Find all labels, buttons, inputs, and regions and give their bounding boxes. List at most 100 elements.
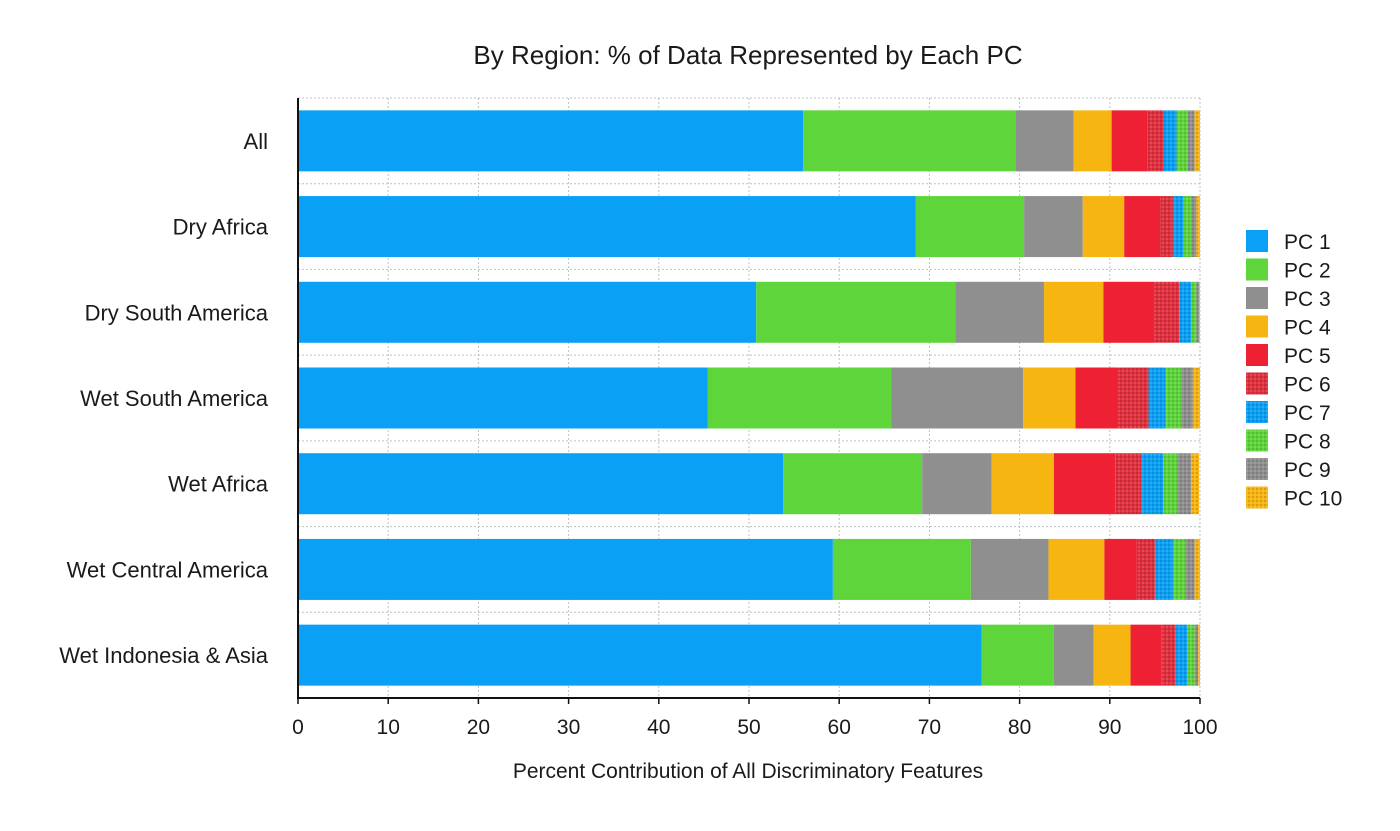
- bar-dry-africa-pc-3: [1024, 196, 1083, 257]
- legend-item-pc-8: PC 8: [1246, 430, 1331, 454]
- bar-dry-south-america-pc-8: [1191, 282, 1196, 343]
- bar-all-pc-5: [1112, 110, 1148, 171]
- bar-dry-africa-pc-6: [1160, 196, 1173, 257]
- category-label-dry-africa: Dry Africa: [173, 215, 269, 240]
- bar-wet-africa-pc-8: [1163, 453, 1177, 514]
- bar-wet-central-america-pc-8: [1173, 539, 1186, 600]
- x-tick-label-70: 70: [918, 716, 941, 739]
- category-label-dry-south-america: Dry South America: [85, 300, 269, 325]
- legend-item-pc-9: PC 9: [1246, 458, 1331, 482]
- bar-wet-africa-pc-7: [1141, 453, 1163, 514]
- bar-wet-africa-pc-5: [1054, 453, 1115, 514]
- bar-wet-south-america-pc-4: [1023, 368, 1075, 429]
- x-tick-label-30: 30: [557, 716, 580, 739]
- bar-all-pc-4: [1074, 110, 1112, 171]
- bar-wet-central-america-pc-7: [1155, 539, 1173, 600]
- bar-wet-indonesia-and-asia-pc-2: [982, 625, 1054, 686]
- legend-swatch-pc-7: [1246, 401, 1268, 423]
- bar-wet-africa-pc-9: [1177, 453, 1191, 514]
- bar-wet-indonesia-and-asia-pc-10: [1198, 625, 1200, 686]
- legend-item-pc-3: PC 3: [1246, 287, 1331, 311]
- legend-item-pc-2: PC 2: [1246, 259, 1331, 283]
- legend-swatch-pc-10: [1246, 487, 1268, 509]
- legend-item-pc-6: PC 6: [1246, 373, 1331, 397]
- legend-label-pc-9: PC 9: [1284, 459, 1331, 482]
- category-label-wet-indonesia-and-asia: Wet Indonesia & Asia: [59, 643, 268, 668]
- bar-dry-south-america-pc-5: [1103, 282, 1154, 343]
- legend-label-pc-5: PC 5: [1284, 345, 1331, 368]
- legend-item-pc-7: PC 7: [1246, 401, 1331, 425]
- bar-wet-africa-pc-1: [298, 453, 783, 514]
- legend-label-pc-3: PC 3: [1284, 288, 1331, 311]
- bar-dry-africa-pc-7: [1173, 196, 1184, 257]
- legend-swatch-pc-2: [1246, 259, 1268, 281]
- bar-dry-south-america-pc-7: [1179, 282, 1191, 343]
- legend-swatch-pc-5: [1246, 344, 1268, 366]
- bar-row-dry-africa: [298, 196, 1200, 257]
- legend-item-pc-5: PC 5: [1246, 344, 1331, 368]
- legend-label-pc-7: PC 7: [1284, 402, 1331, 425]
- bar-wet-indonesia-and-asia-pc-7: [1176, 625, 1188, 686]
- bar-wet-indonesia-and-asia-pc-5: [1131, 625, 1162, 686]
- bar-all-pc-2: [803, 110, 1016, 171]
- legend-label-pc-6: PC 6: [1284, 374, 1331, 397]
- bar-dry-south-america-pc-9: [1196, 282, 1199, 343]
- bar-wet-central-america-pc-3: [971, 539, 1049, 600]
- bar-dry-south-america-pc-4: [1044, 282, 1104, 343]
- bar-wet-south-america-pc-1: [298, 368, 708, 429]
- bar-all-pc-10: [1195, 110, 1200, 171]
- legend-swatch-pc-1: [1246, 230, 1268, 252]
- bar-dry-africa-pc-9: [1191, 196, 1196, 257]
- bar-all-pc-8: [1177, 110, 1188, 171]
- bar-dry-south-america-pc-3: [956, 282, 1044, 343]
- bar-wet-south-america-pc-2: [708, 368, 892, 429]
- category-label-wet-africa: Wet Africa: [168, 472, 269, 497]
- bar-row-dry-south-america: [298, 282, 1200, 343]
- bar-dry-africa-pc-1: [298, 196, 916, 257]
- bar-dry-africa-pc-10: [1196, 196, 1200, 257]
- legend-label-pc-8: PC 8: [1284, 431, 1331, 454]
- legend-swatch-pc-6: [1246, 373, 1268, 395]
- bar-row-wet-africa: [298, 453, 1199, 514]
- bar-wet-central-america-pc-1: [298, 539, 833, 600]
- bar-wet-africa-pc-6: [1115, 453, 1141, 514]
- bar-dry-africa-pc-2: [916, 196, 1024, 257]
- bar-wet-south-america-pc-3: [892, 368, 1024, 429]
- bar-wet-africa-pc-10: [1191, 453, 1199, 514]
- bar-dry-africa-pc-5: [1124, 196, 1160, 257]
- bar-wet-central-america-pc-6: [1137, 539, 1155, 600]
- bar-all-pc-7: [1164, 110, 1177, 171]
- bar-wet-south-america-pc-9: [1182, 368, 1193, 429]
- bar-wet-indonesia-and-asia-pc-8: [1187, 625, 1194, 686]
- x-tick-label-10: 10: [377, 716, 400, 739]
- bar-wet-central-america-pc-5: [1104, 539, 1136, 600]
- legend-label-pc-4: PC 4: [1284, 317, 1331, 340]
- bar-all-pc-3: [1016, 110, 1074, 171]
- legend-label-pc-1: PC 1: [1284, 231, 1331, 254]
- bar-dry-africa-pc-4: [1083, 196, 1124, 257]
- legend-item-pc-10: PC 10: [1246, 487, 1342, 511]
- bar-dry-africa-pc-8: [1184, 196, 1191, 257]
- bar-wet-indonesia-and-asia-pc-9: [1195, 625, 1199, 686]
- bar-wet-central-america-pc-4: [1048, 539, 1104, 600]
- bar-wet-central-america-pc-2: [833, 539, 971, 600]
- bar-wet-africa-pc-4: [992, 453, 1054, 514]
- bar-wet-indonesia-and-asia-pc-4: [1094, 625, 1131, 686]
- bar-dry-south-america-pc-2: [756, 282, 955, 343]
- bars: [298, 110, 1200, 685]
- bar-wet-central-america-pc-10: [1195, 539, 1200, 600]
- bar-row-wet-south-america: [298, 368, 1200, 429]
- x-tick-labels: 0 10 20 30 40 50 60 70 80 90 100: [292, 698, 1217, 739]
- x-axis-title: Percent Contribution of All Discriminato…: [513, 760, 983, 783]
- bar-row-all: [298, 110, 1200, 171]
- bar-dry-south-america-pc-1: [298, 282, 756, 343]
- bar-wet-central-america-pc-9: [1186, 539, 1195, 600]
- bar-dry-south-america-pc-6: [1154, 282, 1179, 343]
- bar-wet-indonesia-and-asia-pc-3: [1054, 625, 1094, 686]
- x-tick-label-40: 40: [647, 716, 670, 739]
- x-tick-label-80: 80: [1008, 716, 1031, 739]
- legend-swatch-pc-4: [1246, 316, 1268, 338]
- bar-wet-south-america-pc-5: [1076, 368, 1117, 429]
